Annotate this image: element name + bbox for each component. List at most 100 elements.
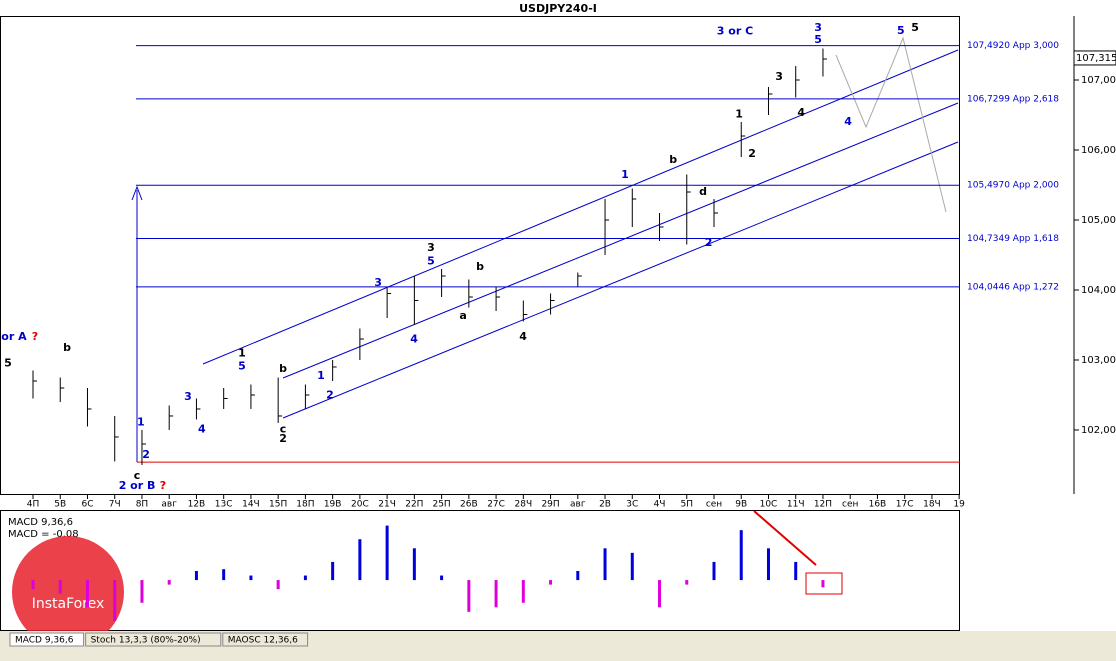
indicator-tab [85, 632, 222, 647]
macd-bar [412, 548, 416, 581]
chart-title: USDJPY240-I [519, 2, 597, 15]
indicator-tab-label: MACD 9,36,6 [15, 636, 74, 646]
x-tick-label: 22П [405, 500, 423, 510]
arrow-head [131, 185, 143, 201]
x-tick-label: 19 [953, 500, 965, 510]
projection-path [835, 36, 947, 213]
macd-bar [712, 561, 716, 581]
indicator-tab [222, 632, 309, 647]
macd-bar [85, 580, 89, 608]
y-tick-label: 106,000 [1081, 145, 1116, 156]
x-tick-label: 5П [681, 500, 694, 510]
wave-label: a [459, 309, 466, 322]
macd-bar [113, 580, 117, 621]
x-tick-label: 18П [296, 500, 314, 510]
macd-bar [576, 571, 580, 581]
indicator-tab-label: Stoch 13,3,3 (80%-20%) [91, 636, 201, 646]
wave-label: 5 [911, 21, 919, 34]
wave-label: 4 [519, 330, 527, 343]
indicator-tab-label: MAOSC 12,36,6 [228, 636, 298, 646]
macd-bar [766, 548, 770, 581]
x-tick-label: 5В [54, 500, 66, 510]
y-tick-label: 103,000 [1081, 355, 1116, 366]
macd-bar [549, 580, 553, 585]
x-tick-label: 4Ч [654, 500, 666, 510]
macd-bar [467, 580, 471, 612]
wave-label: c [134, 469, 141, 482]
macd-bar [167, 580, 171, 585]
x-tick-label: 11Ч [787, 500, 805, 510]
channel-line [282, 102, 959, 379]
wave-label: b [476, 260, 484, 273]
x-tick-label: 6С [81, 500, 93, 510]
wave-label: 2 [142, 448, 150, 461]
x-tick-label: 21Ч [378, 500, 396, 510]
channel-line [202, 49, 959, 365]
wave-label: 5 [238, 359, 246, 372]
y-tick-label: 105,000 [1081, 215, 1116, 226]
y-tick-label: 104,000 [1081, 285, 1116, 296]
y-tick-label: 107,000 [1081, 75, 1116, 86]
macd-bar [194, 571, 198, 581]
wave-label: 1 [735, 107, 743, 120]
macd-label: MACD 9,36,6 [8, 517, 73, 528]
x-tick-label: 26В [460, 500, 478, 510]
wave-label: 2 [748, 147, 756, 160]
wave-label: 1 [621, 168, 629, 181]
macd-bar [249, 575, 253, 581]
wave-label: or A [1, 330, 27, 343]
macd-bar [685, 580, 689, 585]
divergence-line [753, 510, 817, 566]
wave-label: 2 [279, 432, 287, 445]
x-tick-label: 3С [626, 500, 638, 510]
fib-level-label: 104,7349 App 1,618 [967, 234, 1059, 244]
fib-level-label: 107,4920 App 3,000 [967, 41, 1059, 51]
wave-label: b [63, 341, 71, 354]
macd-bar [385, 525, 389, 581]
x-tick-label: авг [161, 500, 177, 510]
wave-label: 3 [814, 21, 822, 34]
x-tick-label: 19В [324, 500, 342, 510]
x-tick-label: сен [842, 500, 858, 510]
x-tick-label: 16В [869, 500, 887, 510]
wave-label: ? [32, 330, 38, 343]
x-tick-label: 17С [896, 500, 914, 510]
x-tick-label: авг [570, 500, 586, 510]
logo-text: InstaForex [32, 596, 105, 612]
x-tick-label: 10С [760, 500, 778, 510]
macd-bar [603, 548, 607, 581]
x-tick-label: 15П [269, 500, 287, 510]
wave-label: 4 [844, 115, 852, 128]
x-tick-label: 27С [487, 500, 505, 510]
macd-bar [331, 561, 335, 581]
indicator-panel [0, 510, 960, 631]
macd-bar [303, 575, 307, 581]
macd-bar [739, 530, 743, 581]
wave-label: 4 [797, 106, 805, 119]
price-panel [0, 16, 960, 495]
wave-label: d [699, 185, 707, 198]
wave-label: b [279, 362, 287, 375]
x-tick-label: 13С [215, 500, 233, 510]
macd-bar [358, 539, 362, 581]
x-tick-label: 14Ч [242, 500, 260, 510]
current-price-label: 107,315 [1076, 53, 1116, 64]
fib-level-label: 105,4970 App 2,000 [967, 181, 1059, 191]
x-tick-label: 8П [136, 500, 149, 510]
wave-label: 2 or B [119, 479, 156, 492]
wave-label: 1 [317, 369, 325, 382]
x-tick-label: 4П [27, 500, 40, 510]
macd-bar [794, 561, 798, 581]
wave-label: 5 [427, 254, 435, 267]
x-tick-label: 7Ч [109, 500, 121, 510]
macd-bar [222, 569, 226, 581]
x-tick-label: 29П [541, 500, 559, 510]
logo-badge [12, 536, 124, 648]
x-tick-label: 12В [188, 500, 206, 510]
fib-level-label: 106,7299 App 2,618 [967, 94, 1059, 104]
indicator-tab [9, 632, 85, 647]
wave-label: c [280, 422, 287, 435]
x-tick-label: 28Ч [515, 500, 533, 510]
